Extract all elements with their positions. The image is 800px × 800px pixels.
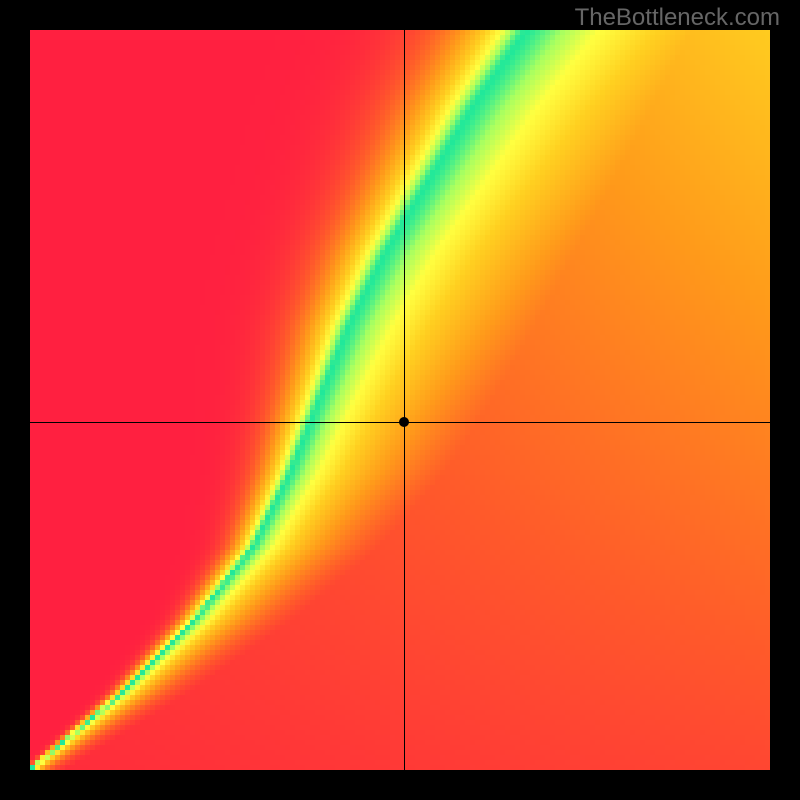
chart-container: TheBottleneck.com bbox=[0, 0, 800, 800]
bottleneck-heatmap bbox=[30, 30, 770, 770]
attribution-text: TheBottleneck.com bbox=[575, 4, 780, 32]
marker-dot bbox=[399, 417, 409, 427]
crosshair-vertical bbox=[404, 30, 405, 770]
